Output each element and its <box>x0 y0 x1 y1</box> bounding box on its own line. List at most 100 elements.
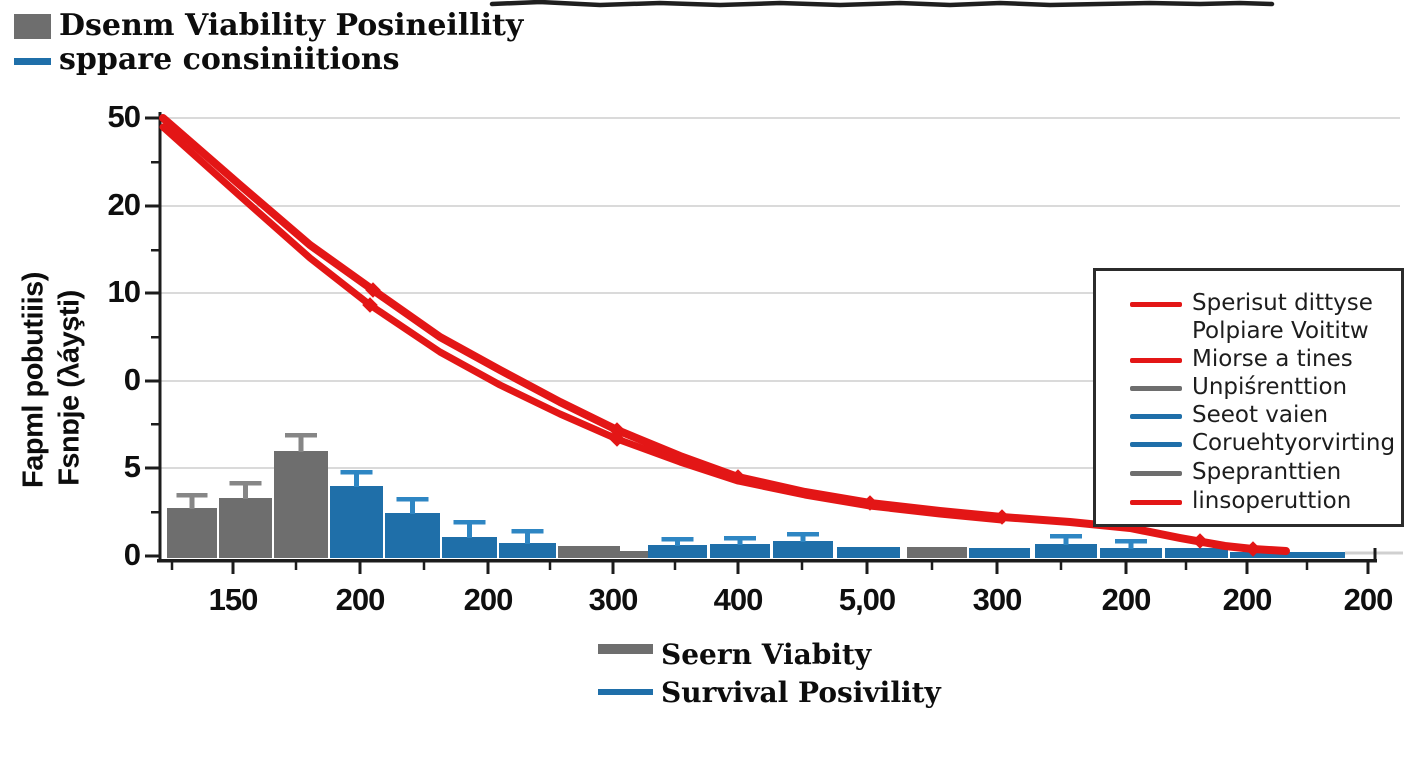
blue-bar <box>710 544 770 558</box>
top-legend-label-1: Dsenm Viability Posineillity <box>59 8 524 43</box>
error-bar-cap <box>229 481 262 486</box>
gray-bar-swatch-icon <box>14 14 51 39</box>
y-major-tick <box>145 204 160 208</box>
error-bar-stem <box>675 541 680 546</box>
error-bar-cap <box>787 532 819 537</box>
x-tick-label: 5,00 <box>838 582 896 617</box>
y-axis-label-line1: Fapml pobutiiis) <box>17 272 50 488</box>
y-minor-tick <box>151 249 160 252</box>
error-bar-stem <box>1063 538 1069 545</box>
line-marker <box>1245 541 1261 557</box>
red-curve-lower <box>159 123 1006 524</box>
y-major-tick <box>145 466 160 470</box>
x-minor-tick <box>930 561 934 570</box>
error-bar-cap <box>176 493 208 498</box>
error-bar-stem <box>525 533 530 544</box>
blue-line-swatch-icon <box>1130 414 1182 419</box>
y-major-tick <box>145 554 160 558</box>
blue-line-swatch-icon <box>598 689 653 695</box>
x-minor-tick <box>1184 561 1188 570</box>
x-minor-tick <box>294 561 298 570</box>
y-tick-label: 0 <box>123 362 141 397</box>
x-tick-label: 200 <box>1222 582 1273 617</box>
blue-bar <box>1100 548 1162 558</box>
blue-bar <box>330 486 383 558</box>
x-minor-tick <box>1305 561 1309 570</box>
blue-line-swatch-icon <box>1130 442 1182 447</box>
legend-item-label: Spepranttien <box>1192 459 1342 485</box>
error-bar-stem <box>243 485 248 499</box>
error-bar-stem <box>467 524 472 538</box>
legend-item-label: Miorse a tines <box>1192 346 1353 372</box>
x-tick-label: 300 <box>972 582 1023 617</box>
error-bar-stem <box>189 497 195 509</box>
red-line-swatch-icon <box>1130 302 1182 307</box>
x-tick-label: 150 <box>208 582 259 617</box>
blue-bar <box>837 547 900 558</box>
blue-bar <box>1035 544 1097 558</box>
blue-bar <box>773 541 833 558</box>
x-minor-tick <box>548 561 552 570</box>
gray-bar <box>167 508 217 558</box>
y-minor-tick <box>151 511 160 514</box>
legend-box: Sperisut dittyse Polpiare Voititw Miorse a… <box>1093 268 1404 527</box>
gray-bar <box>907 547 967 558</box>
x-major-tick <box>358 561 362 574</box>
legend-item-label: Coruehtyorvirting <box>1192 430 1396 456</box>
x-major-tick <box>231 561 235 574</box>
top-legend-label-2: sppare consiniitions <box>59 42 400 77</box>
error-bar-stem <box>354 474 359 487</box>
x-minor-tick <box>170 561 174 570</box>
x-tick-label: 200 <box>463 582 514 617</box>
error-bar-cap <box>285 433 317 438</box>
error-bar-cap <box>1115 539 1147 544</box>
legend-item-label: Unpiśrenttion <box>1192 374 1348 400</box>
blue-bar <box>1230 552 1345 558</box>
blue-bar <box>1165 548 1228 558</box>
gray-line-swatch-icon <box>1130 386 1182 391</box>
x-major-tick <box>1245 561 1249 574</box>
error-bar-cap <box>661 537 694 542</box>
gray-bar <box>558 546 620 558</box>
error-bar-stem <box>737 540 743 545</box>
y-tick-label: 0 <box>123 537 141 572</box>
x-major-tick <box>1366 561 1370 574</box>
gray-line-swatch-icon <box>598 644 653 654</box>
blue-bar <box>385 513 440 558</box>
x-minor-tick <box>673 561 677 570</box>
error-bar-cap <box>396 497 429 502</box>
y-minor-tick <box>151 161 160 164</box>
y-major-tick <box>145 291 160 295</box>
red-line-swatch-icon <box>1130 500 1182 505</box>
legend-item-label: linsoperuttion <box>1192 488 1352 514</box>
top-squiggle-line <box>489 0 1275 8</box>
x-major-tick <box>1124 561 1128 574</box>
x-tick-label: 400 <box>713 582 764 617</box>
blue-line-swatch-icon <box>14 58 51 65</box>
bottom-legend-label-2: Survival Posivility <box>661 676 941 709</box>
error-bar-cap <box>453 520 486 525</box>
gray-line-swatch-icon <box>1130 471 1182 476</box>
x-tick-label: 300 <box>588 582 639 617</box>
x-tick-label: 200 <box>335 582 386 617</box>
x-major-tick <box>865 561 869 574</box>
error-bar-stem <box>298 437 304 452</box>
red-line-swatch-icon <box>1130 358 1182 363</box>
error-bar-cap <box>724 536 756 541</box>
legend-item-label: Polpiare Voititw <box>1192 318 1369 344</box>
x-major-tick <box>995 561 999 574</box>
error-bar-cap <box>1050 534 1082 539</box>
y-major-tick <box>145 379 160 383</box>
blue-bar <box>648 545 707 558</box>
x-major-tick <box>736 561 740 574</box>
x-tick-label: 200 <box>1101 582 1152 617</box>
x-axis-spine <box>157 559 1377 563</box>
x-minor-tick <box>422 561 426 570</box>
y-tick-label: 20 <box>107 187 141 222</box>
y-tick-label: 50 <box>107 99 141 134</box>
y-minor-tick <box>151 336 160 339</box>
y-tick-label: 10 <box>107 274 141 309</box>
error-bar-cap <box>340 470 373 475</box>
